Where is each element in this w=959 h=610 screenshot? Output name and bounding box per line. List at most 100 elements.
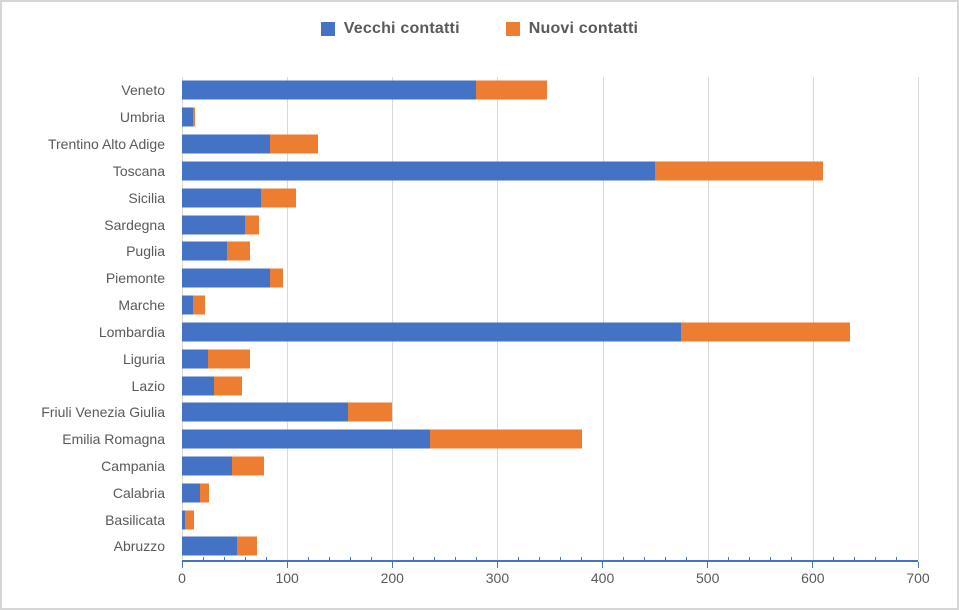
bar-segment-nuovi-contatti[interactable] <box>227 241 251 261</box>
stacked-bar <box>182 322 918 342</box>
bar-row <box>182 345 918 372</box>
stacked-bar <box>182 349 918 369</box>
bar-segment-vecchi-contatti[interactable] <box>182 107 193 127</box>
bar-segment-vecchi-contatti[interactable] <box>182 429 431 449</box>
x-axis-tick-label: 0 <box>178 570 186 586</box>
legend-item-nuovi-contatti[interactable]: Nuovi contatti <box>505 20 638 38</box>
x-axis-minor-tick <box>560 557 561 562</box>
category-label: Lombardia <box>98 323 165 340</box>
bar-row <box>182 157 918 184</box>
x-axis-minor-tick <box>370 557 372 562</box>
bar-segment-nuovi-contatti[interactable] <box>232 456 264 476</box>
x-axis-minor-tick <box>433 557 435 562</box>
bar-segment-vecchi-contatti[interactable] <box>182 268 271 288</box>
x-axis-minor-tick <box>875 557 877 562</box>
x-axis-tick-label: 300 <box>485 570 510 586</box>
bar-row <box>182 318 918 345</box>
bar-segment-vecchi-contatti[interactable] <box>182 80 477 100</box>
category-label: Lazio <box>131 377 165 394</box>
gridline <box>918 77 919 560</box>
x-axis-minor-tick <box>749 557 751 562</box>
bar-segment-vecchi-contatti[interactable] <box>182 188 261 208</box>
bar-segment-vecchi-contatti[interactable] <box>182 215 246 235</box>
stacked-bar <box>182 429 918 449</box>
bar-segment-nuovi-contatti[interactable] <box>681 322 850 342</box>
x-axis-minor-tick <box>412 557 414 562</box>
x-axis-minor-tick <box>623 557 625 562</box>
category-label: Piemonte <box>105 270 165 287</box>
x-axis-minor-tick <box>517 557 519 562</box>
bar-rows <box>182 77 918 560</box>
x-axis-minor-tick <box>307 557 309 562</box>
category-label: Basilicata <box>105 511 165 528</box>
bar-segment-nuovi-contatti[interactable] <box>655 161 824 181</box>
bar-segment-nuovi-contatti[interactable] <box>245 215 259 235</box>
bar-segment-nuovi-contatti[interactable] <box>236 536 257 556</box>
stacked-bar <box>182 107 918 127</box>
stacked-bar <box>182 510 918 530</box>
stacked-bar <box>182 241 918 261</box>
bar-segment-nuovi-contatti[interactable] <box>213 376 242 396</box>
bar-segment-vecchi-contatti[interactable] <box>182 376 214 396</box>
bar-segment-nuovi-contatti[interactable] <box>260 188 296 208</box>
stacked-bar <box>182 295 918 315</box>
x-axis-tick-label: 100 <box>275 570 299 586</box>
bar-row <box>182 292 918 319</box>
bar-segment-vecchi-contatti[interactable] <box>182 483 200 503</box>
bar-segment-nuovi-contatti[interactable] <box>199 483 210 503</box>
category-label: Marche <box>118 297 165 314</box>
bar-segment-nuovi-contatti[interactable] <box>192 295 206 315</box>
bar-row <box>182 399 918 426</box>
bar-segment-nuovi-contatti[interactable] <box>208 349 251 369</box>
category-label: Toscana <box>112 162 165 179</box>
x-axis-minor-tick <box>791 557 793 562</box>
bar-segment-vecchi-contatti[interactable] <box>182 241 228 261</box>
bar-segment-nuovi-contatti[interactable] <box>348 402 393 422</box>
x-axis-tick-label: 700 <box>906 570 930 586</box>
bar-row <box>182 426 918 453</box>
x-axis-minor-tick <box>538 557 540 562</box>
category-label: Friuli Venezia Giulia <box>41 404 165 421</box>
bar-segment-vecchi-contatti[interactable] <box>182 322 682 342</box>
bar-segment-vecchi-contatti[interactable] <box>182 134 271 154</box>
bar-row <box>182 265 918 292</box>
bar-segment-vecchi-contatti[interactable] <box>182 510 186 530</box>
category-label: Calabria <box>112 484 165 501</box>
x-axis-major-tick <box>707 562 709 568</box>
stacked-bar <box>182 483 918 503</box>
x-axis-tick-label: 500 <box>696 570 720 586</box>
bar-row <box>182 104 918 131</box>
bar-segment-nuovi-contatti[interactable] <box>270 134 318 154</box>
x-axis-minor-tick <box>223 557 225 562</box>
bar-segment-vecchi-contatti[interactable] <box>182 349 209 369</box>
x-axis-minor-tick <box>854 557 856 562</box>
bar-segment-vecchi-contatti[interactable] <box>182 402 349 422</box>
x-axis-minor-tick <box>244 557 246 562</box>
category-label: Trentino Alto Adige <box>47 136 165 153</box>
x-axis-tick-label: 400 <box>590 570 615 586</box>
category-axis-labels: Veneto Umbria Trentino Alto Adige Toscana Si… <box>2 77 174 560</box>
x-axis-major-tick <box>496 562 498 568</box>
category-label: Sicilia <box>128 189 165 206</box>
stacked-bar <box>182 134 918 154</box>
bar-segment-nuovi-contatti[interactable] <box>270 268 283 288</box>
bar-segment-nuovi-contatti[interactable] <box>430 429 582 449</box>
x-axis-major-tick <box>181 562 183 568</box>
x-axis-minor-tick <box>665 557 667 562</box>
x-axis-line <box>181 557 919 568</box>
category-label: Umbria <box>119 109 165 126</box>
x-axis-minor-tick <box>454 557 456 562</box>
bar-segment-vecchi-contatti[interactable] <box>182 456 233 476</box>
bar-segment-nuovi-contatti[interactable] <box>192 107 195 127</box>
bar-row <box>182 453 918 480</box>
legend-item-vecchi-contatti[interactable]: Vecchi contatti <box>320 20 460 38</box>
bar-segment-nuovi-contatti[interactable] <box>185 510 194 530</box>
gridline <box>812 77 814 560</box>
bar-segment-vecchi-contatti[interactable] <box>182 536 237 556</box>
bar-segment-vecchi-contatti[interactable] <box>182 161 656 181</box>
x-axis-major-tick <box>602 562 604 568</box>
bar-segment-nuovi-contatti[interactable] <box>476 80 547 100</box>
bar-segment-vecchi-contatti[interactable] <box>182 295 193 315</box>
x-axis-tick-labels: 0 100 200 300 400 500 600 700 <box>178 570 930 590</box>
x-axis-minor-tick <box>686 557 688 562</box>
